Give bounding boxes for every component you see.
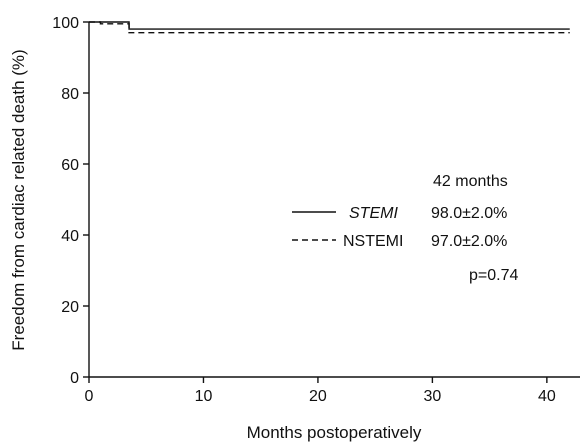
curve-stemi (89, 21, 570, 30)
y-tick-label-20: 20 (61, 299, 79, 316)
legend-label-nstemi: NSTEMI (343, 233, 403, 250)
annotation-block: 42 months STEMI 98.0±2.0% NSTEMI 97.0±2.… (292, 173, 518, 284)
axes (88, 22, 580, 378)
y-tick-label-40: 40 (61, 228, 79, 245)
x-tick-label-40: 40 (538, 388, 556, 405)
y-axis-title: Freedom from cardiac related death (%) (9, 49, 28, 350)
legend-value-nstemi: 97.0±2.0% (431, 233, 507, 250)
survival-curves (89, 21, 570, 34)
y-tick-label-60: 60 (61, 157, 79, 174)
ticks: 0 10 20 30 40 0 20 40 60 80 100 (52, 15, 556, 405)
x-axis-title: Months postoperatively (247, 423, 422, 442)
y-tick-label-80: 80 (61, 86, 79, 103)
legend-label-stemi: STEMI (349, 205, 398, 222)
legend-value-stemi: 98.0±2.0% (431, 205, 507, 222)
curve-nstemi (89, 21, 570, 34)
annotation-header: 42 months (433, 173, 508, 190)
x-tick-label-10: 10 (195, 388, 213, 405)
y-tick-label-100: 100 (52, 15, 79, 32)
x-tick-label-0: 0 (85, 388, 94, 405)
x-tick-label-30: 30 (423, 388, 441, 405)
p-value: p=0.74 (469, 267, 518, 284)
y-tick-label-0: 0 (70, 370, 79, 387)
x-tick-label-20: 20 (309, 388, 327, 405)
